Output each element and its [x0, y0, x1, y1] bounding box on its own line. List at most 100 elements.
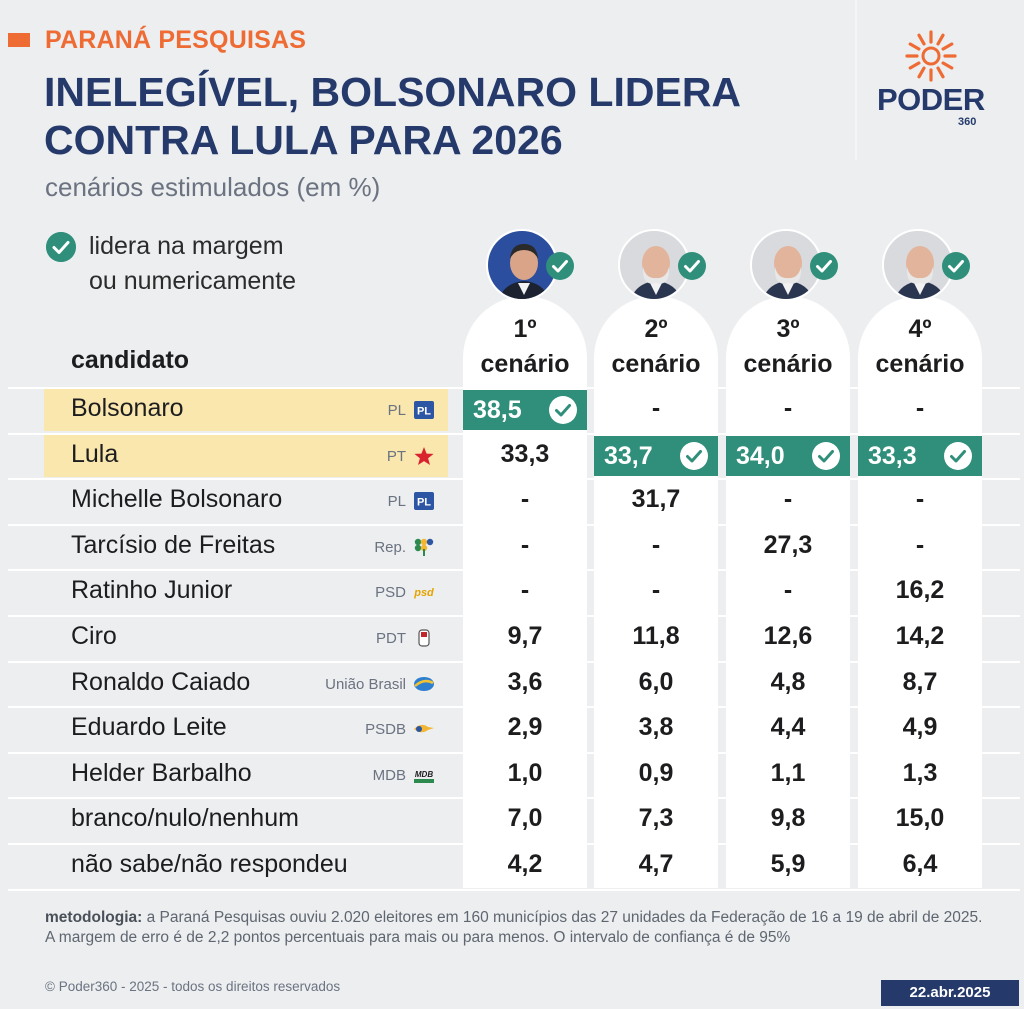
row-separator: [8, 387, 1020, 389]
candidate-name: Ciro: [71, 622, 117, 650]
pdt-hand-icon: [418, 629, 430, 647]
value-cell: 1,3: [902, 758, 938, 787]
svg-text:psd: psd: [413, 587, 434, 599]
publication-date: 22.abr.2025: [881, 980, 1019, 1006]
highlight-row-band: [44, 434, 448, 477]
scenario-header-2: 2º cenário: [594, 312, 718, 382]
candidate-name: Lula: [71, 439, 119, 468]
value-cell: 4,4: [770, 713, 806, 742]
uniao-brasil-icon: [414, 676, 434, 691]
party-label: MDB: [372, 766, 406, 784]
value-cell: 6,0: [638, 667, 674, 696]
row-separator: [8, 660, 1020, 663]
value-cell: 8,7: [902, 667, 938, 696]
value-cell: 38,5: [463, 390, 587, 430]
scenario-ordinal: 2º: [644, 315, 668, 343]
value-cell: 4,9: [902, 713, 938, 742]
value-cell: 6,4: [902, 850, 938, 878]
value-cell: 9,7: [507, 622, 543, 650]
pl-badge-icon: PL: [414, 492, 434, 511]
leader-check-icon: [942, 252, 970, 280]
value-cell: 33,3: [500, 439, 550, 468]
sun-logo-icon: [905, 30, 957, 82]
scenario-column-2-background: [594, 296, 718, 888]
value-cell: -: [783, 576, 793, 605]
value-text: 34,0: [736, 441, 785, 470]
row-separator: [8, 569, 1020, 572]
row-separator: [8, 706, 1020, 709]
check-icon: [944, 441, 972, 470]
check-icon: [678, 252, 706, 280]
value-cell: -: [651, 394, 661, 422]
party-label: PSD: [375, 584, 406, 602]
value-cell: 33,7: [594, 435, 718, 476]
republicanos-tree-icon: [414, 538, 434, 556]
logo-divider: [855, 0, 857, 160]
scenario-ordinal: 4º: [908, 315, 932, 343]
mdb-logo-icon: MDB: [414, 770, 434, 783]
party-label: PL: [387, 493, 406, 511]
row-separator: [8, 523, 1020, 526]
value-cell: 1,1: [770, 758, 806, 787]
value-cell: 9,8: [770, 804, 806, 833]
check-icon: [812, 441, 840, 470]
kicker: PARANÁ PESQUISAS: [45, 26, 307, 54]
scenario-header-3: 3º cenário: [726, 312, 850, 382]
candidate-column-header: candidato: [71, 346, 190, 374]
candidate-name: Tarcísio de Freitas: [71, 530, 276, 559]
value-cell: 4,8: [770, 667, 806, 696]
legend-line-1: lidera na margem: [89, 232, 284, 260]
row-separator: [8, 478, 1020, 481]
lead-check-icon: [549, 396, 577, 424]
headline: INELEGÍVEL, BOLSONARO LIDERA CONTRA LULA…: [44, 68, 834, 164]
headline-line-1: INELEGÍVEL, BOLSONARO LIDERA: [44, 69, 742, 115]
value-cell: 5,9: [770, 850, 806, 878]
check-icon: [680, 441, 708, 470]
scenario-ordinal: 3º: [776, 315, 800, 343]
kicker-marker: [8, 33, 30, 47]
check-icon: [942, 252, 970, 280]
psdb-toucan-icon: [414, 725, 434, 733]
value-cell: -: [520, 485, 530, 514]
value-cell: 0,9: [638, 758, 674, 787]
lead-check-icon: [680, 441, 708, 470]
value-cell: -: [651, 530, 661, 559]
svg-text:PL: PL: [417, 406, 431, 418]
value-text: 38,5: [473, 396, 522, 424]
pl-badge-icon: PL: [414, 401, 434, 419]
methodology-label: metodologia:: [45, 909, 143, 926]
value-cell: 27,3: [763, 530, 813, 559]
value-cell: 2,9: [507, 713, 543, 742]
candidate-name: Eduardo Leite: [71, 713, 227, 742]
value-cell: 7,0: [507, 804, 543, 833]
value-cell: 4,7: [638, 850, 674, 878]
check-icon: [810, 252, 838, 280]
portrait-illustration: [752, 231, 820, 299]
scenario-label: cenário: [480, 350, 570, 378]
candidate-name: Michelle Bolsonaro: [71, 485, 283, 514]
value-cell: 3,8: [638, 713, 674, 742]
scenario-ordinal: 1º: [513, 315, 537, 343]
scenario-label: cenário: [743, 350, 833, 378]
party-label: PDT: [376, 630, 406, 647]
candidate-name: não sabe/não respondeu: [71, 850, 348, 878]
value-cell: 3,6: [507, 667, 543, 696]
leader-check-icon: [546, 252, 574, 280]
value-text: 33,7: [604, 441, 653, 470]
svg-text:MDB: MDB: [415, 770, 433, 779]
value-cell: -: [520, 576, 530, 605]
scenario-header-1: 1º cenário: [463, 312, 587, 382]
scenario-label: cenário: [875, 350, 965, 378]
candidate-photo-lula: [750, 229, 822, 301]
scenario-label: cenário: [611, 350, 701, 378]
copyright: © Poder360 - 2025 - todos os direitos re…: [45, 979, 341, 994]
leader-check-icon: [678, 252, 706, 280]
value-cell: 33,3: [858, 435, 982, 476]
row-separator: [8, 751, 1020, 754]
pt-star-icon: [414, 446, 434, 465]
scenario-column-3-background: [726, 296, 850, 888]
candidate-photo-lula: [882, 229, 954, 301]
value-cell: 34,0: [726, 435, 850, 476]
check-icon: [546, 252, 574, 280]
party-label: PL: [387, 402, 406, 419]
